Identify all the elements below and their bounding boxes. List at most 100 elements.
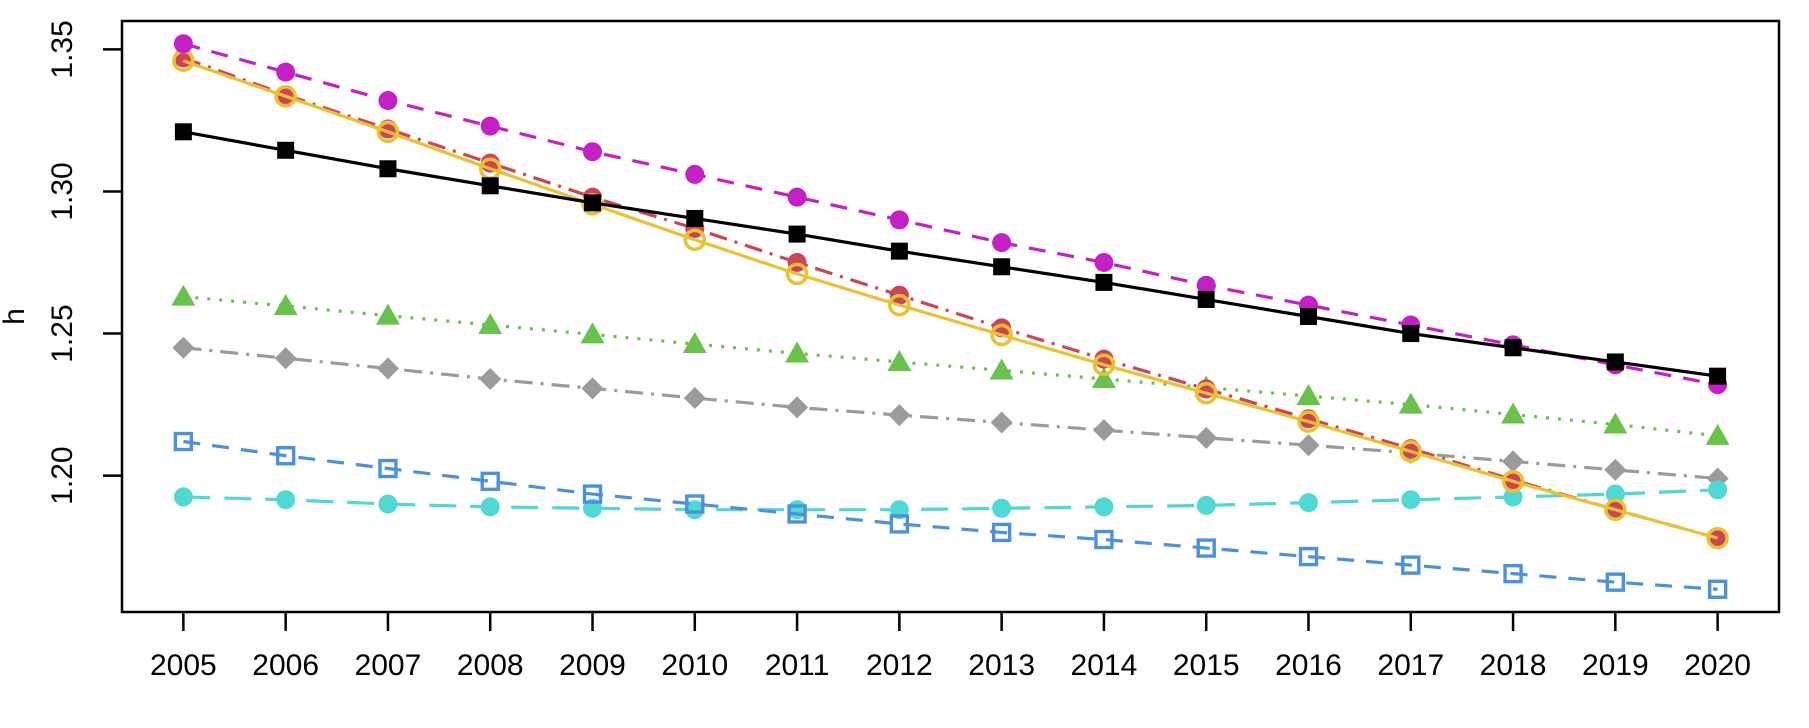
- marker-cyan-longdash-circles: [685, 500, 705, 520]
- x-axis-tick-label: 2019: [1582, 649, 1649, 682]
- marker-black-solid-squares: [379, 160, 397, 178]
- marker-blue-dashed-open-squares: [378, 458, 398, 479]
- marker-green-dotted-triangles: [1705, 423, 1730, 445]
- marker-black-solid-squares: [1299, 308, 1317, 325]
- marker-gray-dashdot-diamonds: [1092, 419, 1115, 442]
- y-axis-tick-label: 1.35: [46, 20, 79, 78]
- marker-green-dotted-triangles: [1603, 412, 1628, 434]
- marker-gray-dashdot-diamonds: [479, 368, 502, 391]
- marker-cyan-longdash-circles: [480, 497, 500, 517]
- marker-cyan-longdash-circles: [1298, 493, 1318, 513]
- marker-black-solid-squares: [174, 123, 192, 141]
- marker-green-dotted-triangles: [1296, 384, 1321, 406]
- marker-cyan-longdash-circles: [1503, 487, 1523, 507]
- marker-blue-dashed-open-squares: [685, 494, 705, 514]
- marker-black-solid-squares: [1402, 325, 1420, 343]
- marker-blue-dashed-open-squares: [275, 446, 296, 466]
- marker-orange-solid-open-circles: [888, 293, 911, 317]
- marker-black-solid-squares: [890, 242, 908, 260]
- marker-green-dotted-triangles: [989, 358, 1014, 380]
- y-axis-tick-label: 1.30: [46, 162, 79, 220]
- marker-green-dotted-triangles: [171, 284, 196, 306]
- marker-orange-solid-open-circles: [785, 262, 809, 286]
- marker-magenta-dashed-circles: [480, 116, 500, 136]
- y-axis-tick-label: 1.25: [46, 304, 79, 362]
- x-axis-tick-label: 2016: [1275, 649, 1342, 682]
- marker-black-solid-squares: [1709, 367, 1727, 385]
- marker-blue-dashed-open-squares: [889, 514, 910, 534]
- marker-green-dotted-triangles: [887, 349, 912, 371]
- marker-green-dotted-triangles: [580, 322, 605, 344]
- marker-gray-dashdot-diamonds: [990, 411, 1013, 434]
- x-axis-tick-label: 2005: [150, 649, 217, 682]
- marker-green-dotted-triangles: [478, 313, 503, 335]
- marker-cyan-longdash-circles: [1094, 497, 1114, 517]
- marker-blue-dashed-open-squares: [582, 484, 603, 504]
- marker-blue-dashed-open-squares: [1605, 572, 1626, 592]
- marker-cyan-longdash-circles: [1708, 480, 1728, 500]
- marker-cyan-longdash-circles: [1196, 495, 1216, 515]
- x-axis-tick-label: 2006: [252, 649, 319, 682]
- marker-green-dotted-triangles: [1501, 402, 1526, 424]
- plot-border-box: [120, 19, 1781, 614]
- marker-blue-dashed-open-squares: [1707, 579, 1728, 599]
- marker-orange-solid-open-circles: [1604, 498, 1627, 522]
- marker-blue-dashed-open-squares: [1196, 538, 1216, 558]
- marker-magenta-dashed-circles: [173, 34, 193, 54]
- x-axis-tick-label: 2018: [1480, 649, 1547, 682]
- marker-green-dotted-triangles: [785, 341, 810, 363]
- series-line-cyan-longdash-circles: [183, 488, 1718, 512]
- marker-blue-dashed-open-squares: [1503, 563, 1523, 584]
- marker-black-solid-squares: [1606, 353, 1624, 371]
- x-axis-tick-label: 2007: [355, 649, 422, 682]
- marker-blue-dashed-open-squares: [480, 471, 500, 491]
- marker-orange-solid-open-circles: [990, 323, 1013, 347]
- marker-black-solid-squares: [1197, 290, 1215, 308]
- series-line-blue-dashed-open-squares: [183, 439, 1718, 591]
- marker-orange-solid-open-circles: [376, 120, 400, 144]
- marker-orange-solid-open-circles: [1706, 526, 1729, 550]
- marker-orange-solid-open-circles: [1092, 353, 1116, 377]
- x-axis-tick-label: 2011: [765, 649, 830, 682]
- series-line-magenta-dashed-circles: [182, 42, 1718, 387]
- marker-blue-dashed-open-squares: [1401, 555, 1421, 575]
- marker-magenta-dashed-circles: [276, 62, 296, 82]
- marker-green-dotted-triangles: [1398, 392, 1423, 414]
- marker-gray-dashdot-diamonds: [1195, 426, 1218, 449]
- marker-magenta-dashed-circles: [992, 233, 1012, 253]
- marker-black-solid-squares: [584, 194, 602, 212]
- marker-cyan-longdash-circles: [173, 487, 193, 507]
- series-line-orange-solid-open-circles: [182, 59, 1719, 540]
- marker-gray-dashdot-diamonds: [376, 357, 399, 380]
- marker-cyan-longdash-circles: [1605, 484, 1625, 504]
- marker-black-solid-squares: [1504, 339, 1522, 357]
- marker-black-solid-squares: [1095, 273, 1113, 291]
- marker-black-solid-squares: [686, 209, 704, 227]
- series-line-red-dashdot-circles: [182, 56, 1719, 540]
- marker-gray-dashdot-diamonds: [172, 336, 195, 359]
- x-axis-tick-label: 2010: [661, 649, 728, 682]
- marker-green-dotted-triangles: [273, 293, 298, 315]
- x-axis-tick-label: 2013: [968, 649, 1035, 682]
- marker-black-solid-squares: [277, 141, 295, 159]
- series-line-green-dotted-triangles: [183, 295, 1718, 438]
- marker-gray-dashdot-diamonds: [786, 396, 809, 419]
- marker-cyan-longdash-circles: [276, 490, 296, 510]
- marker-orange-solid-open-circles: [1399, 440, 1423, 463]
- marker-magenta-dashed-circles: [583, 142, 603, 162]
- marker-gray-dashdot-diamonds: [683, 387, 706, 410]
- marker-magenta-dashed-circles: [685, 164, 705, 184]
- marker-blue-dashed-open-squares: [787, 504, 807, 524]
- x-axis-tick-label: 2017: [1377, 649, 1444, 682]
- marker-gray-dashdot-diamonds: [1502, 450, 1525, 473]
- marker-cyan-longdash-circles: [378, 494, 398, 514]
- x-axis-tick-label: 2008: [457, 649, 524, 682]
- marker-magenta-dashed-circles: [1196, 275, 1216, 295]
- marker-black-solid-squares: [788, 225, 806, 243]
- marker-gray-dashdot-diamonds: [1297, 434, 1320, 457]
- marker-magenta-dashed-circles: [1094, 253, 1114, 273]
- marker-orange-solid-open-circles: [274, 84, 297, 108]
- marker-orange-solid-open-circles: [1297, 410, 1320, 433]
- marker-orange-solid-open-circles: [683, 228, 707, 252]
